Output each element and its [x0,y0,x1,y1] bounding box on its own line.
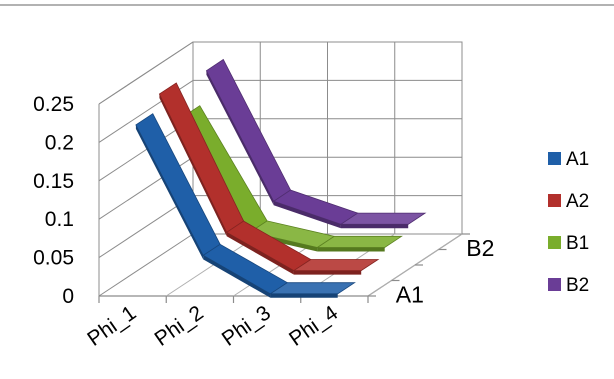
ribbon-edge [270,293,338,298]
legend-label: A1 [566,149,589,170]
ribbon-edge [340,224,409,229]
y-tick-label: 0.25 [33,93,74,116]
series-ribbons [135,58,427,298]
ribbon-edge [226,232,294,275]
series-ribbon-A1 [135,113,356,298]
y-tick-label: 0.2 [45,131,74,154]
ribbon-edge [317,247,385,252]
ribbon-edge [135,124,204,260]
legend-swatch-B1 [548,236,561,249]
ribbon-edge [293,270,362,275]
x-tick-label: Phi_1 [83,301,140,351]
depth-axis-ticks: A1 B2 [368,233,494,307]
legend-label: B2 [566,275,589,296]
y-tick-label: 0.1 [45,208,74,231]
gridline-left-wall [98,41,194,105]
legend-label: B1 [566,233,589,254]
legend-swatch-A2 [548,194,561,207]
depth-tick-label: B2 [466,235,494,261]
legend-swatch-A1 [548,152,561,165]
x-tick-label: Phi_3 [218,301,275,351]
ribbon-edge [203,255,271,298]
legend: A1 A2 B1 B2 [548,149,589,296]
x-tick-label: Phi_2 [151,301,208,351]
ribbon-edge [273,201,341,229]
series-ribbon-B2 [205,58,427,229]
ribbon-edge [159,94,227,237]
legend-swatch-B2 [548,278,561,291]
depth-tick-label: A1 [396,281,424,307]
y-axis-ticks: 0 0.05 0.1 0.15 0.2 0.25 [33,93,74,308]
x-axis-ticks: Phi_1 Phi_2 Phi_3 Phi_4 [83,296,369,351]
y-tick-label: 0.05 [33,247,74,270]
ribbon-edge [206,70,274,206]
series-ribbon-A2 [158,82,380,275]
x-tick-label: Phi_4 [285,301,342,351]
y-tick-label: 0 [62,285,74,308]
y-tick-label: 0.15 [33,170,74,193]
gridline-left-wall [98,233,194,297]
legend-label: A2 [566,191,589,212]
